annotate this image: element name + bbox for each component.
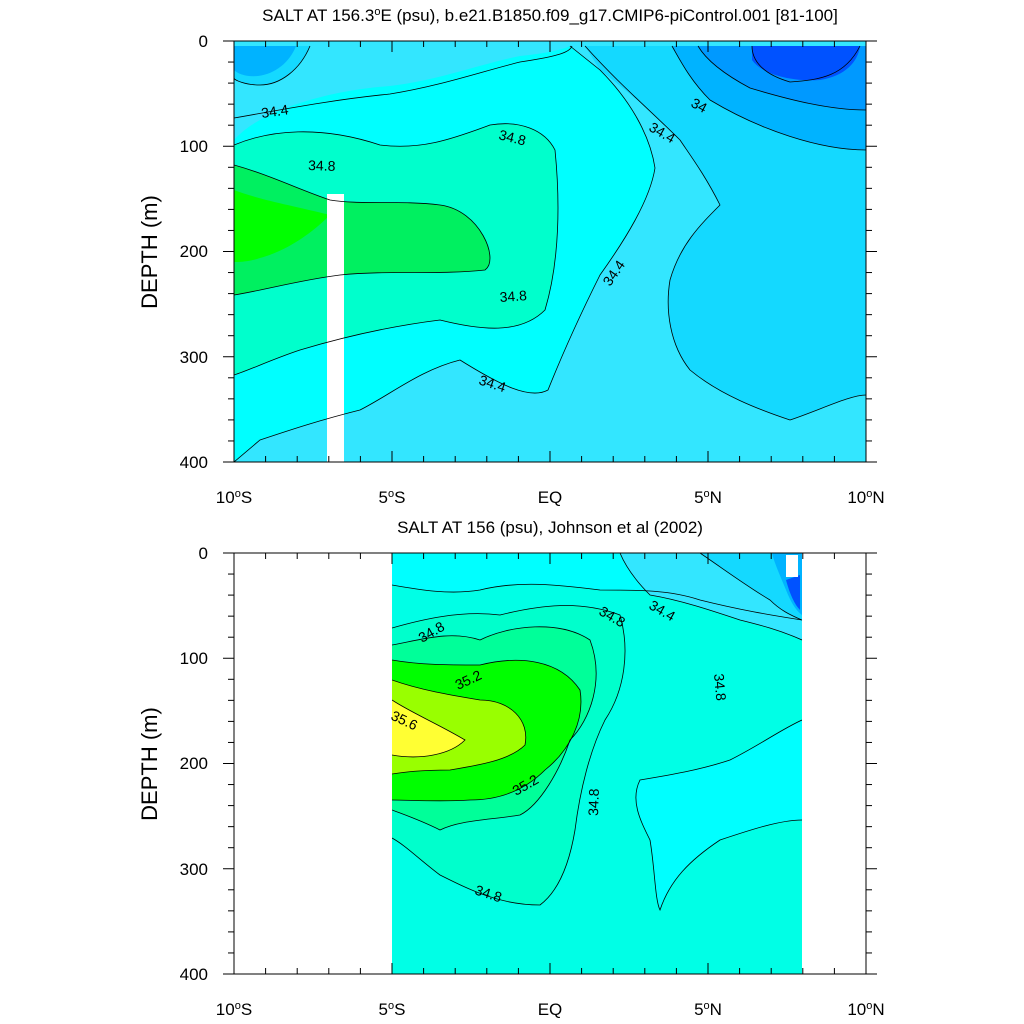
fill-33-6-right [786, 575, 800, 610]
contour-line [751, 45, 861, 83]
fill-34-2-right [585, 46, 866, 462]
x-tick-label: 5oS [379, 488, 406, 507]
contour-line [234, 45, 656, 462]
contour-line [392, 583, 802, 621]
y-tick-label: 200 [180, 242, 208, 261]
fill-35-0 [234, 165, 490, 295]
contour-label: 34.8 [497, 126, 528, 148]
contour-line [234, 164, 491, 296]
panel-observations-contours [392, 553, 802, 912]
contour-label: 34.8 [711, 673, 729, 702]
fill-34-4-right [635, 720, 802, 910]
contour-label: 34.8 [499, 287, 528, 305]
y-tick-label: 0 [199, 544, 208, 563]
y-tick-label: 200 [180, 754, 208, 773]
y-tick-labels: 0 100 200 300 400 [180, 32, 208, 472]
x-tick-label: 10oN [847, 1000, 884, 1019]
fill-35-0-core [234, 190, 330, 262]
contour-label: 34.8 [585, 788, 602, 816]
contour-label: 34.4 [260, 101, 289, 121]
x-tick-label: 5oN [694, 1000, 722, 1019]
x-tick-label: 10oN [847, 488, 884, 507]
x-tick-labels: 10oS 5oS EQ 5oN 10oN [216, 488, 885, 507]
fill-33-6-right [752, 46, 860, 81]
y-tick-label: 0 [199, 32, 208, 51]
y-tick-label: 400 [180, 965, 208, 984]
panel-model: 34.4 34.8 34.8 34.8 34.4 34.4 34.4 34 SA… [137, 6, 885, 507]
contour-line [619, 553, 802, 641]
contour-line [392, 626, 597, 831]
y-tick-label: 300 [180, 860, 208, 879]
panel-observations-fill [392, 553, 802, 974]
missing-patch [786, 555, 798, 577]
x-tick-label: EQ [538, 488, 563, 507]
contour-label: 34 [689, 95, 710, 117]
y-tick-label: 400 [180, 453, 208, 472]
y-tick-label: 300 [180, 348, 208, 367]
contour-line [699, 553, 802, 621]
y-tick-label: 100 [180, 649, 208, 668]
chart-title: SALT AT 156.3oE (psu), b.e21.B1850.f09_g… [262, 6, 838, 25]
x-tick-label: 5oN [694, 488, 722, 507]
panel-model-fill [234, 41, 866, 462]
contour-line [671, 45, 866, 151]
panel-model-ticks [223, 40, 877, 463]
x-tick-label: 10oS [216, 1000, 252, 1019]
fill-35-6 [392, 700, 465, 757]
contour-line [392, 679, 527, 775]
contour-label: 34.8 [308, 157, 336, 174]
contour-line [697, 45, 866, 111]
contour-line [392, 699, 466, 758]
contour-line [635, 719, 802, 912]
y-tick-labels: 0 100 200 300 400 [180, 544, 208, 984]
y-axis-label: DEPTH (m) [137, 195, 162, 309]
contour-line [234, 123, 559, 376]
y-tick-label: 100 [180, 137, 208, 156]
contour-line [584, 45, 866, 421]
y-axis-label: DEPTH (m) [137, 707, 162, 821]
contour-line [234, 45, 311, 86]
panel-observations-ticks [223, 552, 877, 975]
chart-title: SALT AT 156 (psu), Johnson et al (2002) [397, 518, 703, 537]
panel-observations: 34.8 35.2 35.6 35.2 34.8 34.8 34.4 34.8 … [137, 518, 885, 1019]
x-tick-label: EQ [538, 1000, 563, 1019]
fill-34-0-left [234, 46, 296, 77]
panel-model-contours [234, 45, 866, 462]
contour-line [234, 45, 573, 119]
x-tick-label: 10oS [216, 488, 252, 507]
fill-34-0-right [700, 553, 802, 620]
contour-line [392, 659, 582, 802]
missing-column [327, 194, 344, 462]
x-tick-label: 5oS [379, 1000, 406, 1019]
x-tick-labels: 10oS 5oS EQ 5oN 10oN [216, 1000, 885, 1019]
contour-line [392, 605, 626, 906]
